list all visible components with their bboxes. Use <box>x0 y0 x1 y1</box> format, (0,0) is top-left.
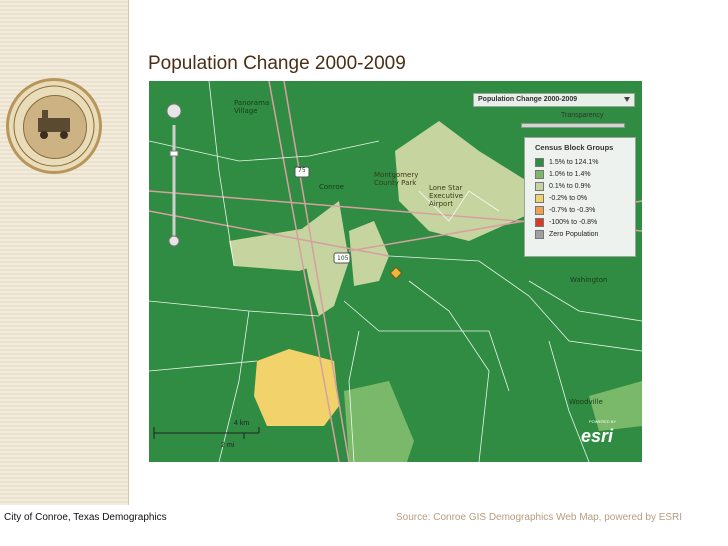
legend-swatch <box>535 170 544 179</box>
label-panorama: Panorama Village <box>234 99 270 115</box>
label-conroe: Conroe <box>319 183 344 191</box>
slide-title: Population Change 2000-2009 <box>148 53 406 74</box>
tract-yellow <box>254 349 339 426</box>
city-seal-logo <box>6 78 102 174</box>
transparency-label: Transparency <box>561 112 604 119</box>
legend-swatch <box>535 194 544 203</box>
chevron-down-icon[interactable] <box>624 97 630 102</box>
legend-swatch <box>535 230 544 239</box>
label-wahington: Wahington <box>570 276 608 284</box>
tract-center <box>349 221 389 286</box>
slide-sidebar <box>0 0 128 505</box>
sidebar-divider <box>128 0 129 505</box>
legend-item: 0.1% to 0.9% <box>535 182 591 192</box>
legend-swatch <box>535 206 544 215</box>
esri-logo: esri <box>581 426 614 446</box>
zoom-control <box>166 103 182 247</box>
legend-item: 1.5% to 124.1% <box>535 158 598 168</box>
scale-mi-label: 2 mi <box>221 442 235 449</box>
legend-title: Census Block Groups <box>535 143 614 152</box>
tract-boundaries <box>149 81 642 462</box>
label-hwy105: 105 <box>337 255 349 262</box>
demographics-map[interactable]: Panorama Village 75 Conroe Montgomery Co… <box>149 81 642 462</box>
airport-marker <box>389 266 403 280</box>
tract-ne-airport <box>395 121 527 241</box>
footer-left: City of Conroe, Texas Demographics <box>4 512 167 523</box>
tract-se <box>589 381 642 431</box>
legend-swatch <box>535 158 544 167</box>
scale-km-label: 4 km <box>234 420 250 427</box>
tract-downtown <box>299 201 349 316</box>
theme-dropdown-label: Population Change 2000-2009 <box>478 96 578 103</box>
powered-by-label: POWERED BY <box>589 419 617 424</box>
label-lone-star-airport: Lone Star Executive Airport <box>429 184 464 208</box>
seal-ornament <box>13 85 95 167</box>
theme-dropdown[interactable]: Population Change 2000-2009 <box>473 93 635 107</box>
legend-item: -0.7% to -0.3% <box>535 206 595 216</box>
footer-source: Source: Conroe GIS Demographics Web Map,… <box>396 512 683 523</box>
legend-swatch <box>535 182 544 191</box>
label-hwy75: 75 <box>298 167 306 174</box>
label-woodville: Woodville <box>569 398 603 406</box>
legend-item: Zero Population <box>535 230 598 240</box>
tract-south <box>344 381 414 462</box>
legend-item: -0.2% to 0% <box>535 194 587 204</box>
label-montgomery-park: Montgomery County Park <box>374 171 419 187</box>
transparency-slider[interactable] <box>521 123 625 128</box>
legend-item: -100% to -0.8% <box>535 218 597 228</box>
hwy105-shield <box>333 252 351 264</box>
legend-item: 1.0% to 1.4% <box>535 170 591 180</box>
scale-bar <box>153 427 260 439</box>
map-legend: Census Block Groups 1.5% to 124.1% 1.0% … <box>524 137 636 257</box>
hwy75-shield <box>294 166 310 178</box>
legend-swatch <box>535 218 544 227</box>
